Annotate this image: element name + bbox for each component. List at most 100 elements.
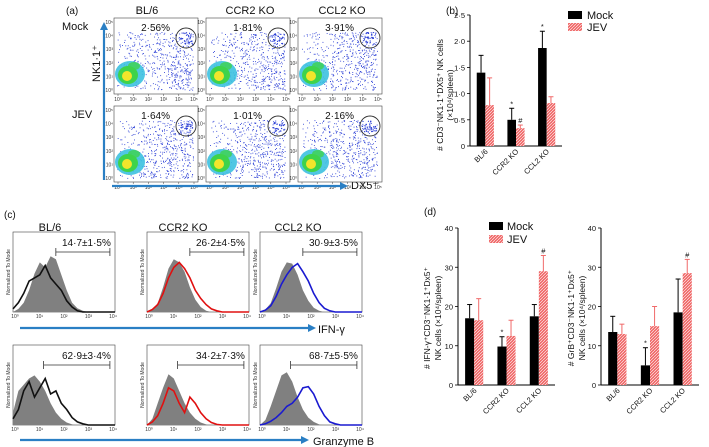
gate-percentage: 1·01% [233, 111, 262, 122]
flow-y-tick-label: 10³ [106, 47, 114, 53]
chart-d-ifn: 0 10 20 30 40 BL/6 CCR2 KO CCL2 KO * # [445, 224, 555, 416]
flow-y-tick-label: 10² [106, 149, 114, 155]
flow-y-tick-label: 10⁰ [105, 176, 113, 182]
flow-x-tick-label: 10⁰ [114, 97, 122, 103]
y-tick-label: 0·5 [454, 116, 465, 125]
isotype-histogram [13, 256, 115, 312]
significance-marker: # [541, 246, 546, 255]
hist-x-tick-label: 10⁰ [11, 314, 19, 320]
flow-y-tick-label: 10⁵ [289, 20, 297, 26]
hist-x-tick-label: 10² [194, 427, 202, 433]
flow-x-tick-label: 10⁵ [282, 185, 290, 191]
category-label: CCL2 KO [514, 386, 543, 415]
hist-y-label: Normalized To Mode [140, 249, 146, 295]
hist-x-tick-label: 10¹ [283, 314, 291, 320]
chart-d-grb-ylabel-2: NK cells (×10⁴/spleen) [577, 275, 587, 360]
y-tick-label: 10 [588, 342, 596, 351]
flow-y-tick-label: 10³ [198, 47, 206, 53]
histogram-1-1: 34·2±7·3% 10⁰ 10¹ 10² 10³ 10⁴ Normalized To Mo… [140, 344, 251, 433]
hist-x-tick-label: 10² [60, 427, 68, 433]
flow-y-tick-label: 10¹ [290, 74, 298, 80]
bar-mock [673, 312, 683, 385]
hist-x-tick-label: 10³ [219, 314, 227, 320]
significance-marker: * [644, 339, 647, 348]
chart-b-ylabel-2: (×10⁴/spleen) [445, 69, 455, 120]
significance-marker: * [501, 328, 504, 337]
hist-x-tick-label: 10³ [85, 314, 93, 320]
hist-y-label: Normalized To Mode [253, 362, 259, 408]
hist-x-tick-label: 10⁴ [356, 427, 364, 433]
y-tick-label: 0 [461, 142, 465, 151]
bar-mock [608, 332, 618, 385]
legend-d-jev-label: JEV [507, 234, 528, 246]
chart-d-ifn-ylabel-1: # IFN-γ⁺CD3⁻NK1·1⁺Dx5⁺ [422, 266, 432, 369]
flow-x-tick-label: 10¹ [222, 97, 230, 103]
gate-percentage: 3·91% [325, 23, 354, 34]
nk-gate [175, 27, 197, 49]
category-label: CCR2 KO [624, 386, 654, 416]
hist-x-tick-label: 10⁴ [109, 427, 117, 433]
gate-percentage: 62·9±3·4% [62, 351, 111, 362]
hist-x-tick-label: 10² [307, 427, 315, 433]
flow-y-tick-label: 10³ [106, 135, 114, 141]
gate-percentage: 1·81% [233, 23, 262, 34]
hist-x-tick-label: 10¹ [36, 314, 44, 320]
hist-x-tick-label: 10¹ [170, 314, 178, 320]
gate-percentage: 14·7±1·5% [62, 238, 111, 249]
hist-x-tick-label: 10³ [85, 427, 93, 433]
flow-x-tick-label: 10³ [344, 185, 352, 191]
flow-x-tick-label: 10³ [252, 185, 260, 191]
bar-jev [516, 128, 525, 146]
flow-y-tick-label: 10¹ [106, 162, 114, 168]
flow-x-tick-label: 10² [145, 97, 153, 103]
hist-y-label: Normalized To Mode [140, 362, 146, 408]
stained-histogram [146, 386, 249, 426]
flow-y-tick-label: 10⁵ [197, 108, 205, 114]
flow-y-tick-label: 10¹ [198, 74, 206, 80]
c-header-bl6: BL/6 [39, 222, 62, 234]
ifn-gamma-axis-label: IFN-γ [318, 324, 345, 336]
significance-marker: * [541, 22, 544, 31]
bar-jev [474, 320, 484, 385]
col-header-ccr2: CCR2 KO [226, 5, 275, 17]
significance-marker: # [518, 116, 523, 125]
flow-y-tick-label: 10⁴ [289, 122, 297, 128]
flow-x-tick-label: 10⁰ [206, 185, 214, 191]
flow-y-tick-label: 10⁰ [197, 88, 205, 94]
stained-histogram [259, 385, 362, 426]
flow-x-tick-label: 10⁵ [282, 97, 290, 103]
stained-histogram [146, 261, 249, 313]
legend-jev-swatch [568, 23, 582, 31]
category-label: BL/6 [472, 147, 489, 164]
bar-jev [485, 105, 494, 146]
flow-x-tick-label: 10¹ [130, 97, 138, 103]
hist-x-tick-label: 10³ [332, 314, 340, 320]
flow-x-tick-label: 10² [329, 97, 337, 103]
hist-x-tick-label: 10¹ [170, 427, 178, 433]
flow-y-tick-label: 10⁴ [105, 122, 113, 128]
flow-x-tick-label: 10⁵ [374, 185, 382, 191]
chart-d-grb: 0 10 20 30 40 BL/6 CCR2 KO CCL2 KO * # [588, 224, 699, 416]
y-tick-label: 40 [445, 224, 453, 233]
bar-jev [506, 335, 516, 385]
legend-d: Mock JEV [489, 221, 534, 246]
c-header-ccr2: CCR2 KO [159, 222, 208, 234]
bar-jev [546, 103, 556, 146]
y-tick-label: 20 [588, 303, 596, 312]
hist-x-tick-label: 10⁰ [258, 427, 266, 433]
category-label: CCR2 KO [490, 147, 520, 177]
chart-d-ifn-ylabel-2: NK cells (×10⁴/spleen) [433, 275, 443, 360]
flow-y-tick-label: 10³ [290, 47, 298, 53]
flow-x-tick-label: 10³ [344, 97, 352, 103]
flow-x-tick-label: 10³ [160, 185, 168, 191]
nk-gate [359, 115, 381, 137]
col-header-ccl2: CCL2 KO [318, 5, 366, 17]
legend-mock-swatch [568, 11, 582, 19]
bar-mock [529, 316, 539, 385]
flow-y-tick-label: 10² [198, 61, 206, 67]
chart-d-grb-ylabel-1: # GrB⁺CD3⁻NK1·1⁺Dx5⁺ [566, 269, 576, 366]
isotype-histogram [260, 372, 362, 425]
